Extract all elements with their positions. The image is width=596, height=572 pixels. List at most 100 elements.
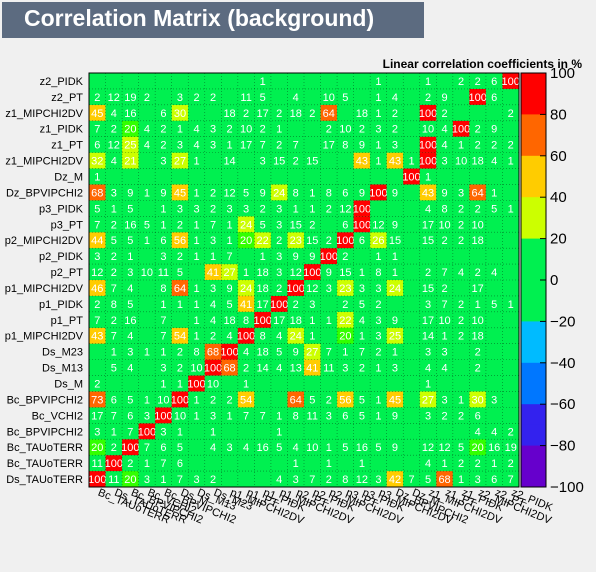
- cell-value: 10: [472, 315, 484, 327]
- cell-value: 2: [342, 299, 348, 311]
- heatmap-cell: [304, 375, 321, 392]
- cell-value: 19: [124, 92, 136, 104]
- cell-value: 15: [273, 156, 285, 168]
- heatmap-cell: [155, 168, 172, 185]
- cell-value: 1: [276, 124, 282, 136]
- heatmap-cell: [171, 280, 189, 296]
- heatmap-cell: [237, 184, 255, 201]
- heatmap-cell: [337, 471, 354, 487]
- cell-value: 7: [160, 458, 166, 470]
- heatmap-cell: [485, 104, 503, 121]
- cell-value: 8: [260, 331, 266, 343]
- cell-value: 3: [475, 474, 481, 486]
- heatmap-cell: [171, 200, 189, 217]
- cell-value: 2: [392, 124, 398, 136]
- heatmap-cell: [89, 184, 106, 201]
- cell-value: 7: [227, 251, 233, 263]
- heatmap-cell: [320, 391, 338, 408]
- cell-value: 12: [356, 474, 368, 486]
- heatmap-cell: [419, 232, 437, 249]
- heatmap-cell: [204, 375, 222, 392]
- heatmap-cell: [204, 423, 222, 440]
- heatmap-cell: [337, 264, 354, 280]
- cell-value: 1: [309, 315, 315, 327]
- heatmap-cell: [122, 375, 139, 392]
- cell-value: 3: [425, 347, 431, 359]
- cell-value: 1: [425, 379, 431, 391]
- heatmap-cell: [122, 88, 139, 105]
- heatmap-cell: [254, 327, 271, 344]
- heatmap-cell: [386, 280, 404, 296]
- heatmap-cell: [155, 264, 172, 280]
- heatmap-cell: [155, 471, 172, 487]
- heatmap-cell: [270, 200, 288, 217]
- heatmap-cell: [452, 311, 470, 328]
- cell-value: 100: [419, 108, 437, 120]
- cell-value: 7: [508, 474, 514, 486]
- colorbar-segment: [521, 342, 546, 364]
- heatmap-cell: [270, 407, 288, 424]
- cell-value: 3: [210, 410, 216, 422]
- heatmap-cell: [188, 88, 205, 105]
- heatmap-cell: [452, 248, 470, 265]
- heatmap-cell: [122, 232, 139, 249]
- heatmap-cell: [221, 232, 238, 249]
- heatmap-cell: [353, 168, 371, 185]
- cell-value: 1: [375, 410, 381, 422]
- heatmap-cell: [320, 311, 338, 328]
- cell-value: 18: [356, 108, 368, 120]
- cell-value: 9: [127, 187, 133, 199]
- cell-value: 100: [105, 458, 123, 470]
- heatmap-cell: [270, 455, 288, 472]
- cell-value: 2: [177, 251, 183, 263]
- heatmap-cell: [171, 264, 189, 280]
- heatmap-cell: [386, 232, 404, 249]
- heatmap-cell: [105, 136, 123, 153]
- heatmap-cell: [171, 152, 189, 169]
- heatmap-cell: [469, 471, 486, 487]
- heatmap-cell: [452, 471, 470, 487]
- heatmap-cell: [138, 73, 156, 89]
- cell-value: 2: [458, 76, 464, 88]
- cell-value: 1: [144, 347, 150, 359]
- y-tick-label: Ds_TAUoTERR: [6, 474, 83, 486]
- cell-value: 5: [342, 92, 348, 104]
- heatmap-cell: [370, 295, 387, 312]
- heatmap-cell: [502, 295, 519, 312]
- cell-value: 3: [375, 331, 381, 343]
- cell-value: 4: [111, 108, 117, 120]
- cell-value: 12: [306, 283, 318, 295]
- heatmap-cell: [419, 200, 437, 217]
- heatmap-cell: [254, 88, 271, 105]
- heatmap-cell: [337, 200, 354, 217]
- cell-value: 1: [111, 203, 117, 215]
- heatmap-cell: [320, 184, 338, 201]
- heatmap-cell: [304, 73, 321, 89]
- heatmap-cell: [337, 327, 354, 344]
- cell-value: 5: [177, 442, 183, 454]
- heatmap-cell: [304, 248, 321, 265]
- heatmap-cell: [386, 359, 404, 376]
- heatmap-cell: [370, 104, 387, 121]
- cell-value: 1: [160, 347, 166, 359]
- heatmap-cell: [188, 359, 205, 376]
- heatmap-cell: [469, 232, 486, 249]
- cell-value: 2: [260, 203, 266, 215]
- heatmap-cell: [370, 73, 387, 89]
- cell-value: 3: [210, 140, 216, 152]
- heatmap-cell: [452, 343, 470, 360]
- heatmap-cell: [469, 343, 486, 360]
- cell-value: 1: [491, 187, 497, 199]
- heatmap-cell: [188, 104, 205, 121]
- cell-value: 11: [92, 458, 103, 470]
- heatmap-cell: [419, 359, 437, 376]
- heatmap-cell: [436, 200, 453, 217]
- cell-value: 4: [227, 331, 233, 343]
- cell-value: 1: [193, 394, 199, 406]
- heatmap-cell: [171, 343, 189, 360]
- heatmap-cell: [436, 359, 453, 376]
- colorbar-tick-label: 80: [550, 106, 567, 123]
- heatmap-cell: [304, 407, 321, 424]
- heatmap-cell: [436, 88, 453, 105]
- cell-value: 24: [240, 219, 252, 231]
